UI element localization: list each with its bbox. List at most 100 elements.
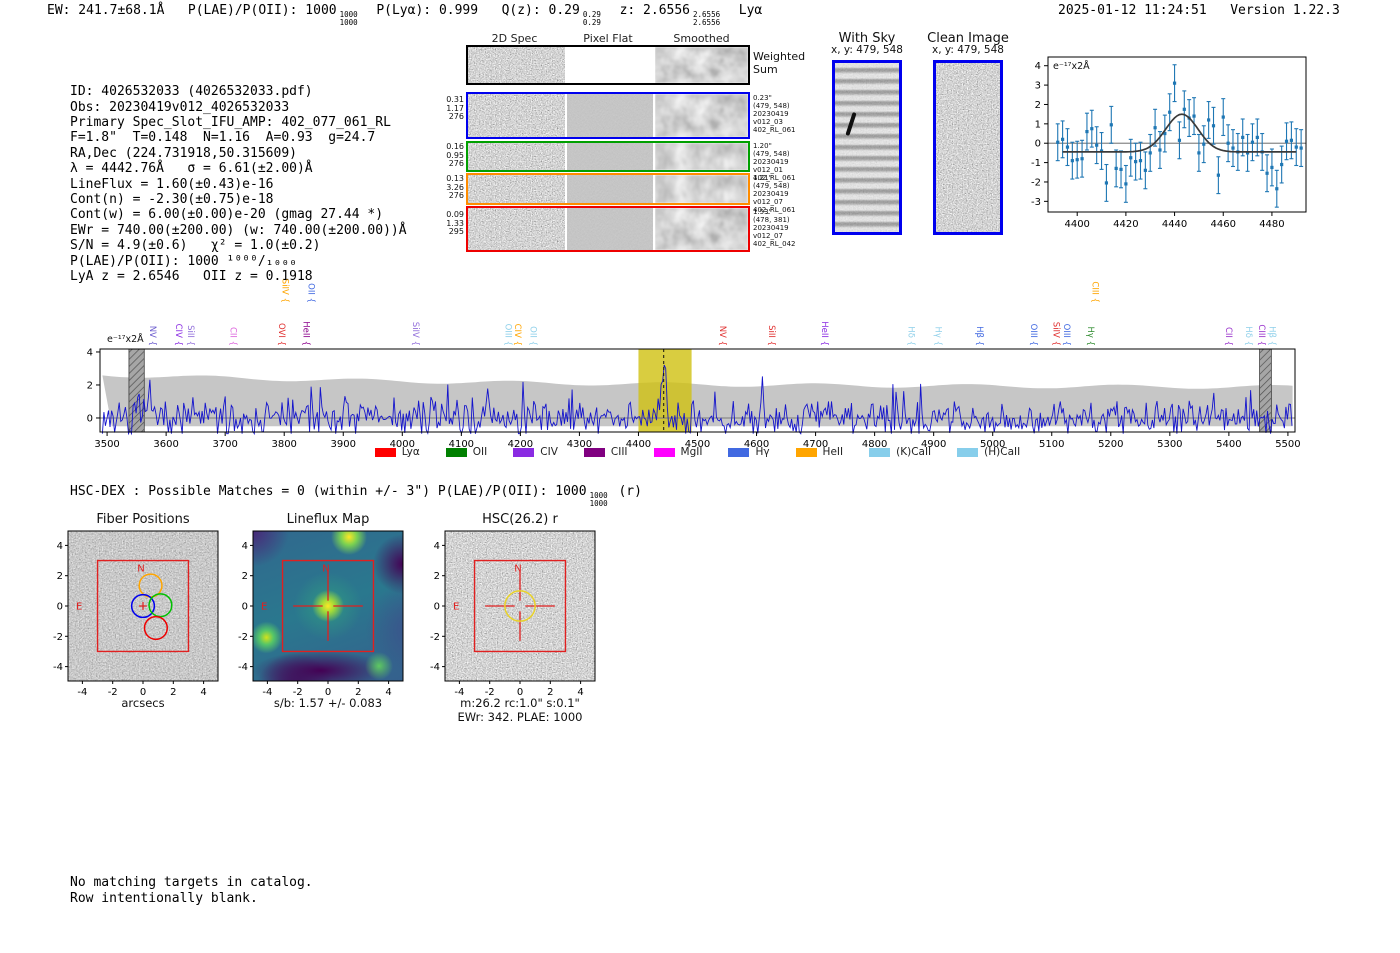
svg-text:3: 3	[1035, 81, 1041, 92]
svg-text:2: 2	[57, 571, 63, 582]
fiber-info-3: 1.21" (479, 548) 20230419 v012_07 402_RL_061	[753, 174, 796, 214]
fiber-info-1: 0.23" (479, 548) 20230419 v012_03 402_RL_061	[753, 94, 796, 134]
svg-text:4: 4	[87, 347, 93, 358]
legend-label: CIII	[610, 446, 628, 458]
mainplot-ylabel: e⁻¹⁷x2Å	[107, 334, 144, 345]
spec2d-row-fiber1	[466, 92, 750, 139]
zoom-yticks: -3 -2 -1 0 1 2 3 4	[1031, 61, 1048, 208]
qz-value: Q(z): 0.29	[501, 3, 580, 18]
info-line: Primary Spec_Slot_IFU_AMP: 402_077_061_R…	[70, 115, 391, 131]
line-label: Hβ {	[974, 326, 984, 346]
info-line: P(LAE)/P(OII): 1000 ¹⁰⁰⁰/₁₀₀₀	[70, 253, 297, 269]
line-label: CII {	[228, 327, 238, 346]
withsky-image	[832, 60, 902, 235]
svg-text:4460: 4460	[1211, 219, 1236, 230]
report-version: Version 1.22.3	[1230, 3, 1340, 18]
smoothed-image	[655, 47, 748, 83]
legend-label: HeII	[822, 446, 844, 458]
timestamp-version: 2025-01-12 11:24:51 Version 1.22.3	[1058, 3, 1340, 18]
legend-swatch	[513, 447, 535, 457]
spec2d-image	[468, 143, 565, 170]
footer-note: No matching targets in catalog. Row inte…	[70, 875, 313, 906]
spectrum-legend: Lyα OII CIV CIII MgII	[100, 446, 1295, 458]
spec2d-header-smoothed: Smoothed	[673, 32, 730, 45]
spec2d-image	[468, 175, 565, 203]
info-line: λ = 4442.76Å σ = 6.61(±2.00)Å	[70, 161, 313, 177]
detection-highlight-band	[638, 349, 692, 432]
svg-text:4440: 4440	[1162, 219, 1187, 230]
info-line: EWr = 740.00(±200.00) (w: 740.00(±200.00…	[70, 222, 407, 238]
catalog-matches-line: HSC-DEX : Possible Matches = 0 (within +…	[70, 484, 642, 508]
line-label: OVI {	[276, 323, 286, 346]
info-line: LyA z = 2.6546 OII z = 0.1918	[70, 269, 313, 285]
lineflux-sb-label: s/b: 1.57 +/- 0.083	[273, 696, 383, 710]
fiber-weights-4: 0.09 1.33 295	[446, 210, 464, 237]
line-label: SiII {	[185, 325, 195, 346]
line-label: NV {	[147, 326, 157, 346]
legend-swatch	[795, 447, 817, 457]
plae-poii-value: P(LAE)/P(OII): 1000	[187, 3, 337, 18]
error-envelope	[102, 375, 1293, 427]
legend-swatch	[869, 447, 891, 457]
legend-item: (H)CaII	[957, 446, 1020, 458]
info-line: LineFlux = 1.60(±0.43)e-16	[70, 176, 274, 192]
lineflux-map-title: Lineflux Map	[286, 512, 370, 527]
svg-text:0: 0	[57, 602, 63, 613]
fiber-info-4: 1.53" (478, 381) 20230419 v012_07 402_RL_042	[753, 208, 796, 248]
detection-info-block: ID: 4026532033 (4026532033.pdf) Obs: 2023…	[70, 38, 407, 285]
pixelflat-image	[567, 208, 653, 250]
classification-label: Lyα	[738, 3, 763, 18]
hsc-image	[445, 531, 595, 681]
spec2d-row-fiber4	[466, 206, 750, 252]
spectrum-line	[101, 364, 1293, 436]
svg-text:4400: 4400	[1064, 219, 1089, 230]
pixelflat-image	[567, 175, 653, 203]
zoom-errorbars	[1055, 64, 1304, 208]
line-label: Hδ {	[1243, 326, 1253, 346]
report-datetime: 2025-01-12 11:24:51	[1058, 3, 1207, 18]
legend-swatch	[957, 447, 979, 457]
svg-text:0: 0	[87, 413, 93, 424]
svg-text:-2: -2	[430, 632, 440, 643]
plae-frac: 1000 1000	[339, 10, 358, 27]
line-label: HeII {	[819, 321, 829, 346]
fiber-xaxis-label: arcsecs	[121, 696, 165, 710]
line-label: OIII {	[1028, 324, 1038, 346]
info-line: Cont(w) = 6.00(±0.00)e-20 (gmag 27.44 *)	[70, 207, 384, 223]
spec2d-row-fiber2	[466, 141, 750, 172]
info-line: F=1.8" T=0.148 N=1.16 A=0.93 g=24.7	[70, 130, 376, 146]
legend-item: MgII	[653, 446, 702, 458]
line-label: CII {	[1223, 327, 1233, 346]
legend-item: CIII	[583, 446, 628, 458]
fiber-weights-3: 0.13 3.26 276	[446, 174, 464, 201]
fiber-positions-title: Fiber Positions	[96, 512, 190, 527]
matches-frac: 1000 1000	[589, 491, 608, 508]
smoothed-image	[655, 175, 748, 203]
lineflux-map-image	[253, 531, 403, 681]
cleanimage-coords: x, y: 479, 548	[932, 44, 1004, 56]
legend-item: CIV	[513, 446, 558, 458]
svg-text:-2: -2	[53, 632, 63, 643]
svg-text:0: 0	[434, 602, 440, 613]
legend-item: OII	[445, 446, 488, 458]
cleanimage-image	[933, 60, 1003, 235]
weighted-sum-label: Weighted Sum	[753, 50, 806, 76]
legend-label: OII	[472, 446, 488, 458]
spec2d-header-pixelflat: Pixel Flat	[583, 32, 633, 45]
line-label: NV {	[717, 326, 727, 346]
legend-label: Lyα	[401, 446, 420, 458]
svg-text:4: 4	[434, 541, 440, 552]
legend-item: Hγ	[728, 446, 770, 458]
legend-label: (K)CaII	[896, 446, 932, 458]
info-line: ID: 4026532033 (4026532033.pdf)	[70, 84, 313, 100]
smoothed-image	[655, 208, 748, 250]
withsky-title: With Sky	[838, 31, 896, 46]
legend-label: (H)CaII	[984, 446, 1021, 458]
svg-text:4: 4	[242, 541, 248, 552]
masked-band	[1259, 349, 1272, 432]
svg-text:2: 2	[87, 380, 93, 391]
zoom-xticks: 4400 4420 4440 4460 4480	[1064, 212, 1285, 230]
info-line: S/N = 4.9(±0.6) χ² = 1.0(±0.2)	[70, 238, 321, 254]
svg-text:-4: -4	[53, 662, 63, 673]
